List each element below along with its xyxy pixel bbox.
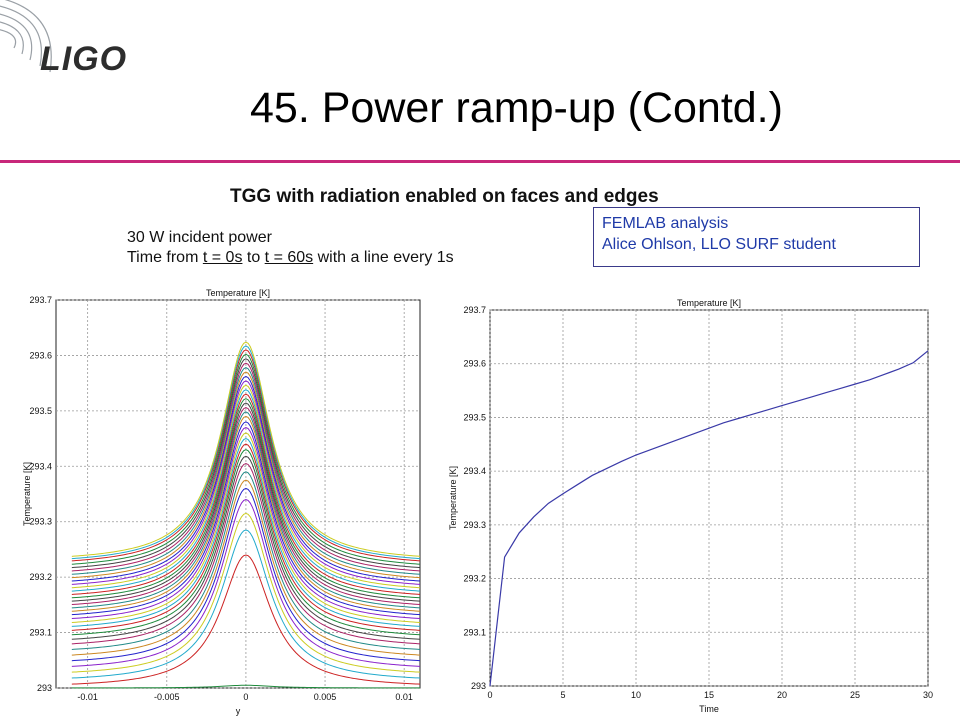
profile-line-27 [71,367,421,575]
right-y-tick-label: 293.6 [463,359,486,369]
left-y-tick-label: 293.1 [29,628,52,638]
right-y-tick-label: 293.2 [463,574,486,584]
left-y-tick-label: 293 [37,683,52,693]
profile-line-4 [71,498,421,667]
right-y-tick-label: 293.5 [463,412,486,422]
profile-line-18 [71,406,421,606]
right-x-tick-label: 20 [777,690,787,700]
time-text-c: with a line every 1s [313,249,454,266]
time-text-b: to [242,249,265,266]
profile-line-31 [71,349,421,562]
profile-line-26 [71,371,421,579]
temperature-vs-time-chart: 0 5 10 15 20 25 30 293 293.1 293.2 293.3 293.4 293.5… [448,298,933,714]
ligo-logo: LIGO [0,0,127,78]
left-y-axis-label: Temperature [K] [22,462,32,526]
right-x-tick-label: 25 [850,690,860,700]
profile-line-10 [71,449,421,636]
profile-line-2 [71,529,421,679]
right-y-tick-label: 293.1 [463,627,486,637]
left-x-tick-label: 0 [243,692,248,702]
left-y-tick-label: 293.4 [29,461,52,471]
right-x-tick-label: 15 [704,690,714,700]
temperature-time-line [489,350,929,687]
right-x-tick-label: 5 [560,690,565,700]
credit-line-analysis: FEMLAB analysis [602,215,729,232]
right-y-tick-label: 293 [471,681,486,691]
profile-line-16 [71,415,421,612]
right-y-tick-label: 293.4 [463,466,486,476]
profile-line-9 [71,455,421,640]
left-y-tick-label: 293.5 [29,406,52,416]
profile-line-24 [71,380,421,585]
left-y-tick-label: 293.6 [29,350,52,360]
logo-text: LIGO [40,40,127,78]
profile-line-22 [71,389,421,592]
profile-line-5 [71,487,421,662]
profile-line-21 [71,393,421,595]
profile-line-33 [71,341,421,557]
profile-line-3 [71,512,421,673]
credit-line-author: Alice Ohlson, LLO SURF student [602,236,836,253]
left-y-tick-label: 293.3 [29,517,52,527]
right-x-tick-label: 30 [923,690,933,700]
left-y-tick-label: 293.2 [29,572,52,582]
left-x-tick-label: -0.01 [77,692,98,702]
time-text-a: Time from [127,249,203,266]
time-start: t = 0s [202,249,243,266]
profile-line-7 [71,471,421,650]
time-description: Time from t = 0s to t = 60s with a line … [127,249,454,267]
right-x-tick-label: 10 [631,690,641,700]
left-x-tick-label: -0.005 [154,692,180,702]
profile-line-13 [71,432,421,623]
section-heading: TGG with radiation enabled on faces and … [230,186,659,207]
temperature-profile-chart: -0.01 -0.005 0 0.005 0.01 293 293.1 293.2 293.3 2… [22,288,421,716]
left-x-tick-label: 0.005 [314,692,337,702]
power-description: 30 W incident power [127,229,272,246]
title-divider [0,160,960,163]
profile-line-6 [71,479,421,656]
left-x-axis-label: y [236,706,241,716]
profile-line-30 [71,353,421,565]
profile-line-1 [71,554,421,685]
profile-line-19 [71,402,421,602]
profile-line-15 [71,421,421,616]
right-y-tick-label: 293.7 [463,305,486,315]
right-y-tick-label: 293.3 [463,520,486,530]
right-x-tick-label: 0 [487,690,492,700]
left-series-group [71,341,421,689]
profile-line-32 [71,345,421,560]
right-y-axis-label: Temperature [K] [448,466,458,530]
profile-line-8 [71,462,421,645]
profile-line-12 [71,438,421,627]
profile-line-20 [71,398,421,599]
profile-line-0 [71,684,420,689]
profile-line-17 [71,411,421,609]
left-chart-title: Temperature [K] [206,288,270,298]
page-title: 45. Power ramp-up (Contd.) [250,84,783,132]
profile-line-14 [71,426,421,620]
profile-line-23 [71,384,421,589]
credit-box: FEMLAB analysis Alice Ohlson, LLO SURF s… [593,207,920,267]
profile-line-29 [71,358,421,569]
left-x-tick-label: 0.01 [395,692,413,702]
right-x-axis-label: Time [699,704,719,714]
left-y-tick-label: 293.7 [29,295,52,305]
profile-line-28 [71,362,421,572]
profile-line-11 [71,443,421,631]
time-end: t = 60s [264,249,314,266]
right-chart-title: Temperature [K] [677,298,741,308]
profile-line-25 [71,375,421,582]
